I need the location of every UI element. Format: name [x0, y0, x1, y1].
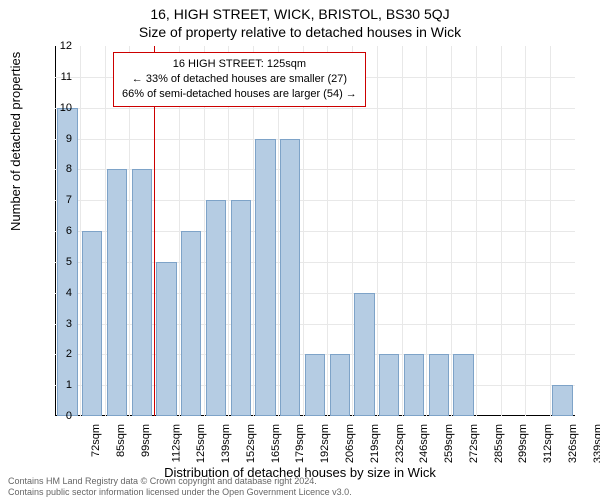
bar	[280, 139, 300, 417]
callout-line1: 16 HIGH STREET: 125sqm	[122, 57, 357, 72]
x-tick: 125sqm	[196, 424, 208, 463]
x-tick: 112sqm	[170, 424, 182, 462]
bar	[404, 354, 424, 416]
bar	[156, 262, 176, 416]
bar	[453, 354, 473, 416]
subtitle: Size of property relative to detached ho…	[0, 22, 600, 40]
gridline-v	[451, 46, 452, 416]
x-tick: 339sqm	[592, 424, 600, 463]
gridline-h	[55, 108, 575, 109]
gridline-v	[550, 46, 551, 416]
bar	[231, 200, 251, 416]
x-tick: 272sqm	[468, 424, 480, 463]
bar	[181, 231, 201, 416]
x-tick: 206sqm	[344, 424, 356, 463]
y-tick: 10	[60, 102, 72, 114]
y-tick: 8	[66, 163, 72, 175]
gridline-v	[476, 46, 477, 416]
bar	[552, 385, 572, 416]
footnote: Contains HM Land Registry data © Crown c…	[8, 476, 352, 498]
gridline-v	[525, 46, 526, 416]
x-tick: 312sqm	[542, 424, 554, 463]
gridline-h	[55, 139, 575, 140]
x-tick: 99sqm	[140, 424, 152, 457]
x-tick: 72sqm	[90, 424, 102, 457]
x-tick: 152sqm	[245, 424, 257, 463]
y-tick: 6	[66, 225, 72, 237]
callout-line3: 66% of semi-detached houses are larger (…	[122, 87, 357, 102]
footnote-line1: Contains HM Land Registry data © Crown c…	[8, 476, 352, 487]
gridline-v	[80, 46, 81, 416]
x-tick: 299sqm	[517, 424, 529, 463]
x-tick: 285sqm	[493, 424, 505, 463]
bar	[354, 293, 374, 416]
y-tick: 0	[66, 410, 72, 422]
bar	[379, 354, 399, 416]
x-tick: 219sqm	[369, 424, 381, 463]
gridline-v	[501, 46, 502, 416]
y-tick: 12	[60, 40, 72, 52]
x-tick: 85sqm	[115, 424, 127, 457]
bar	[255, 139, 275, 417]
y-tick: 1	[66, 379, 72, 391]
y-tick: 7	[66, 194, 72, 206]
x-tick: 232sqm	[394, 424, 406, 463]
bar	[330, 354, 350, 416]
bar	[107, 169, 127, 416]
y-tick: 9	[66, 133, 72, 145]
y-tick: 2	[66, 348, 72, 360]
y-tick: 5	[66, 256, 72, 268]
x-tick: 139sqm	[220, 424, 232, 463]
y-tick: 3	[66, 318, 72, 330]
chart-container: 16, HIGH STREET, WICK, BRISTOL, BS30 5QJ…	[0, 0, 600, 500]
bar	[82, 231, 102, 416]
bar	[305, 354, 325, 416]
callout-line2: ← 33% of detached houses are smaller (27…	[122, 72, 357, 87]
plot-area: 16 HIGH STREET: 125sqm ← 33% of detached…	[55, 46, 575, 416]
gridline-v	[426, 46, 427, 416]
x-tick: 259sqm	[443, 424, 455, 463]
bar	[429, 354, 449, 416]
x-tick: 326sqm	[567, 424, 579, 463]
bar	[206, 200, 226, 416]
gridline-v	[377, 46, 378, 416]
y-axis-label: Number of detached properties	[8, 52, 23, 231]
footnote-line2: Contains public sector information licen…	[8, 487, 352, 498]
bar	[132, 169, 152, 416]
address-title: 16, HIGH STREET, WICK, BRISTOL, BS30 5QJ	[0, 0, 600, 22]
x-tick: 192sqm	[319, 424, 331, 463]
x-tick: 246sqm	[418, 424, 430, 463]
gridline-v	[402, 46, 403, 416]
y-tick: 11	[61, 71, 72, 83]
x-tick: 179sqm	[295, 424, 307, 463]
gridline-v	[105, 46, 106, 416]
callout-box: 16 HIGH STREET: 125sqm ← 33% of detached…	[113, 52, 366, 107]
y-tick: 4	[66, 287, 72, 299]
x-tick: 165sqm	[270, 424, 282, 463]
